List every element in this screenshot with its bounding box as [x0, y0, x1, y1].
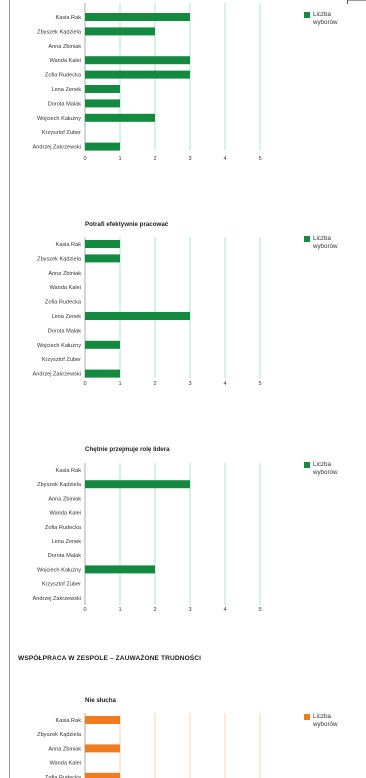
category-label: Krzysztof Zuber [42, 582, 81, 588]
category-label: Dorota Malak [48, 553, 81, 559]
x-tick-label: 0 [83, 381, 86, 387]
bar [85, 744, 120, 753]
chart-plot: Kasia Rak Zbyszek Kądziela Anna Zbiniak Wan… [33, 463, 262, 613]
category-label: Zofia Rudecka [45, 775, 82, 778]
category-label: Krzysztof Zuber [42, 357, 81, 363]
x-tick-label: 5 [258, 381, 261, 387]
legend-swatch [304, 714, 310, 720]
x-tick-label: 2 [153, 607, 156, 613]
x-tick-label: 3 [188, 607, 191, 613]
category-label: Kasia Rak [56, 718, 82, 724]
category-label: Wojciech Kałużny [37, 567, 81, 573]
category-label: Anna Zbiniak [48, 44, 81, 50]
page-top-corner-mark [347, 0, 366, 4]
category-label: Zbyszek Kądziela [37, 732, 82, 738]
legend-swatch [304, 462, 310, 468]
category-label: Wojciech Kałużny [37, 343, 81, 349]
bar [85, 85, 120, 93]
legend-label: Liczba wyborów [313, 235, 338, 250]
legend-swatch [304, 12, 310, 18]
bar [85, 369, 120, 378]
category-label: Zofia Rudecka [45, 525, 82, 531]
bar [85, 565, 155, 574]
x-tick-label: 5 [258, 156, 261, 162]
bar [85, 70, 190, 79]
x-tick-label: 4 [223, 607, 226, 613]
x-tick-label: 0 [83, 607, 86, 613]
category-label: Dorota Malak [48, 101, 81, 107]
chart-title: Nie słucha [85, 697, 116, 704]
category-label: Krzysztof Zuber [42, 130, 81, 136]
x-tick-label: 0 [83, 156, 86, 162]
x-tick-label: 1 [118, 381, 121, 387]
category-label: Kasia Rak [56, 468, 82, 474]
legend-label: Liczba wyborów [313, 11, 338, 26]
category-label: Anna Zbiniak [48, 496, 81, 502]
bar [85, 27, 155, 36]
bar [85, 240, 120, 248]
category-label: Lena Zenek [51, 87, 81, 93]
chart-plot: Kasia Rak Zbyszek Kądziela Anna Zbiniak Wan… [37, 713, 261, 778]
category-label: Dorota Malak [48, 328, 81, 334]
x-tick-label: 2 [153, 381, 156, 387]
x-tick-label: 1 [118, 607, 121, 613]
bar [85, 56, 190, 65]
category-label: Andrzej Zakrzewski [33, 145, 82, 151]
x-tick-label: 5 [258, 607, 261, 613]
bar [85, 772, 120, 778]
category-label: Lena Zenek [51, 314, 81, 320]
bar [85, 113, 155, 122]
bar [85, 142, 120, 151]
chart-title: Chętnie przejmuje rolę lidera [85, 446, 170, 453]
category-label: Zbyszek Kądziela [37, 256, 82, 262]
category-label: Wanda Kalei [49, 58, 81, 64]
x-tick-label: 4 [223, 156, 226, 162]
section-heading: WSPÓŁPRACA W ZESPOLE – ZAUWAŻONE TRUDNOŚ… [18, 655, 202, 662]
bar [85, 99, 120, 108]
category-label: Lena Zenek [51, 539, 81, 545]
category-label: Anna Zbiniak [48, 271, 81, 277]
bar [85, 312, 190, 320]
chart-title: Potrafi efektywnie pracować [85, 221, 169, 228]
bar [85, 716, 120, 724]
category-label: Andrzej Zakrzewski [33, 372, 82, 378]
legend-swatch [304, 236, 310, 242]
category-label: Kasia Rak [56, 15, 82, 21]
x-tick-label: 3 [188, 381, 191, 387]
category-label: Zbyszek Kądziela [37, 29, 82, 35]
category-label: Andrzej Zakrzewski [33, 596, 82, 602]
chart-plot: Kasia Rak Zbyszek Kądziela Anna Zbiniak Wan… [33, 3, 262, 162]
bar [85, 340, 120, 349]
category-label: Zofia Rudecka [45, 300, 82, 306]
legend-label: Liczba wyborów [313, 713, 338, 728]
category-label: Zbyszek Kądziela [37, 482, 82, 488]
x-tick-label: 4 [223, 381, 226, 387]
page-left-border [9, 0, 10, 778]
x-tick-label: 2 [153, 156, 156, 162]
x-tick-label: 1 [118, 156, 121, 162]
category-label: Kasia Rak [56, 242, 82, 248]
category-label: Anna Zbiniak [48, 746, 81, 752]
category-label: Wanda Kalei [49, 511, 81, 517]
bar [85, 13, 190, 21]
category-label: Wojciech Kałużny [37, 116, 81, 122]
x-tick-label: 3 [188, 156, 191, 162]
chart-plot: Kasia Rak Zbyszek Kądziela Anna Zbiniak Wan… [33, 237, 262, 387]
bar [85, 254, 120, 263]
category-label: Wanda Kalei [49, 761, 81, 767]
category-label: Zofia Rudecka [45, 73, 82, 79]
legend-label: Liczba wyborów [313, 461, 338, 476]
category-label: Wanda Kalei [49, 285, 81, 291]
bar [85, 480, 190, 489]
